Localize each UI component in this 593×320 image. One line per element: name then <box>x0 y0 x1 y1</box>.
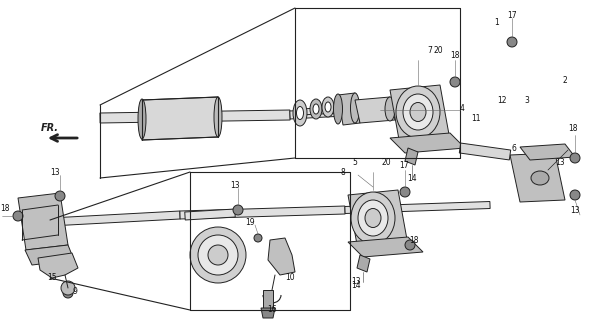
Polygon shape <box>390 85 450 145</box>
Ellipse shape <box>310 99 322 119</box>
Polygon shape <box>355 97 395 123</box>
Polygon shape <box>38 253 78 278</box>
Text: 5: 5 <box>353 157 358 166</box>
Text: 18: 18 <box>0 204 9 212</box>
Text: 18: 18 <box>409 236 419 244</box>
Ellipse shape <box>325 102 331 112</box>
Polygon shape <box>180 206 345 219</box>
Ellipse shape <box>333 94 343 124</box>
Text: 1: 1 <box>495 18 499 27</box>
Text: 12: 12 <box>498 95 507 105</box>
Text: 11: 11 <box>471 114 481 123</box>
Ellipse shape <box>365 209 381 228</box>
Text: 18: 18 <box>568 124 578 132</box>
Polygon shape <box>142 97 218 140</box>
Ellipse shape <box>293 100 307 126</box>
Text: 7: 7 <box>428 45 432 54</box>
Ellipse shape <box>138 99 146 139</box>
Text: 10: 10 <box>285 274 295 283</box>
Ellipse shape <box>396 86 440 138</box>
Text: FR.: FR. <box>41 123 59 133</box>
Text: 3: 3 <box>525 95 530 105</box>
Ellipse shape <box>350 93 359 123</box>
Text: 13: 13 <box>555 157 565 166</box>
Polygon shape <box>348 237 423 257</box>
Circle shape <box>63 288 73 298</box>
Polygon shape <box>25 245 74 265</box>
Circle shape <box>400 187 410 197</box>
Ellipse shape <box>296 107 304 119</box>
Circle shape <box>208 245 228 265</box>
Text: 19: 19 <box>245 218 255 227</box>
Circle shape <box>55 191 65 201</box>
Circle shape <box>570 190 580 200</box>
Circle shape <box>507 37 517 47</box>
Text: 20: 20 <box>433 45 443 54</box>
Text: 17: 17 <box>399 161 409 170</box>
Text: 6: 6 <box>512 143 517 153</box>
Text: 16: 16 <box>267 306 277 315</box>
Circle shape <box>405 240 415 250</box>
Circle shape <box>61 281 75 295</box>
Polygon shape <box>357 255 370 272</box>
Polygon shape <box>290 106 380 119</box>
Ellipse shape <box>214 97 222 137</box>
Polygon shape <box>345 202 490 213</box>
Polygon shape <box>268 238 295 275</box>
Text: 13: 13 <box>230 180 240 189</box>
Ellipse shape <box>403 94 433 130</box>
Ellipse shape <box>322 97 334 117</box>
Circle shape <box>570 153 580 163</box>
Polygon shape <box>390 133 465 153</box>
Circle shape <box>450 77 460 87</box>
Text: 14: 14 <box>351 281 361 290</box>
Text: 8: 8 <box>340 167 345 177</box>
Circle shape <box>233 205 243 215</box>
Polygon shape <box>261 308 275 318</box>
Polygon shape <box>18 193 68 250</box>
Polygon shape <box>100 110 290 123</box>
Polygon shape <box>185 209 235 220</box>
Text: 13: 13 <box>50 167 60 177</box>
Polygon shape <box>510 153 565 202</box>
Circle shape <box>254 234 262 242</box>
Circle shape <box>198 235 238 275</box>
Text: 20: 20 <box>381 157 391 166</box>
Polygon shape <box>300 105 380 115</box>
Polygon shape <box>338 93 360 125</box>
Ellipse shape <box>410 102 426 122</box>
Polygon shape <box>460 143 511 160</box>
Ellipse shape <box>531 171 549 185</box>
Polygon shape <box>263 290 273 310</box>
Text: 9: 9 <box>72 287 78 297</box>
Text: 17: 17 <box>507 11 517 20</box>
Text: 18: 18 <box>450 51 460 60</box>
Ellipse shape <box>385 97 395 121</box>
Polygon shape <box>50 211 180 226</box>
Text: 2: 2 <box>563 76 568 84</box>
Ellipse shape <box>351 192 395 244</box>
Text: 4: 4 <box>460 103 464 113</box>
Circle shape <box>190 227 246 283</box>
Polygon shape <box>520 144 575 160</box>
Polygon shape <box>348 190 408 250</box>
Text: 13: 13 <box>351 277 361 286</box>
Ellipse shape <box>313 104 319 114</box>
Text: 14: 14 <box>407 173 417 182</box>
Circle shape <box>13 211 23 221</box>
Polygon shape <box>405 148 418 165</box>
Ellipse shape <box>358 200 388 236</box>
Text: 13: 13 <box>570 205 580 214</box>
Text: 15: 15 <box>47 274 57 283</box>
